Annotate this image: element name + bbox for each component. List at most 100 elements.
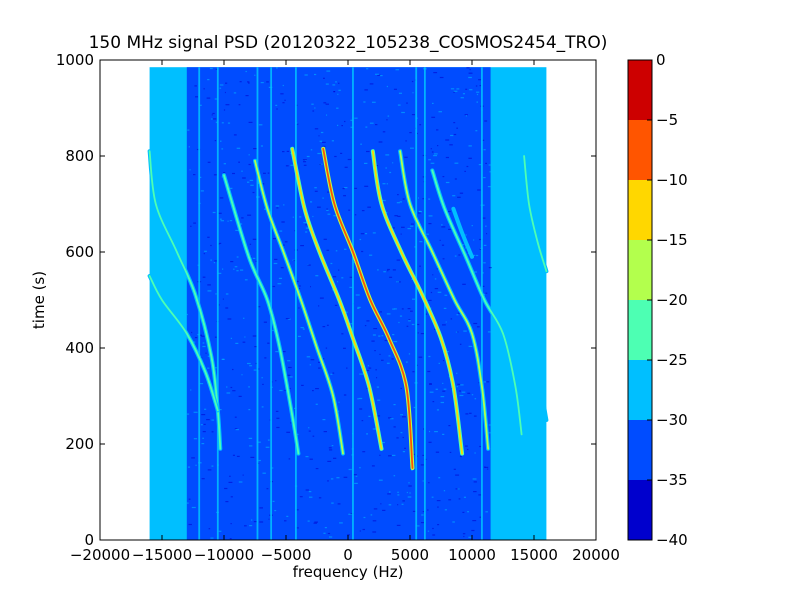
noise-speck — [191, 506, 196, 509]
noise-speck — [354, 482, 358, 484]
noise-speck — [464, 445, 468, 447]
noise-speck — [455, 488, 460, 490]
noise-speck — [257, 441, 261, 443]
noise-speck — [395, 69, 399, 71]
noise-speck — [332, 372, 335, 374]
noise-speck — [435, 451, 440, 453]
noise-speck — [292, 216, 294, 218]
noise-speck — [341, 125, 343, 127]
noise-speck — [207, 367, 210, 369]
noise-speck — [430, 162, 435, 164]
noise-speck — [453, 122, 456, 124]
colorbar-segment — [628, 360, 652, 420]
noise-speck — [455, 331, 458, 333]
noise-speck — [410, 310, 413, 312]
noise-speck — [207, 236, 210, 238]
noise-speck — [203, 88, 205, 90]
noise-speck — [343, 476, 348, 478]
noise-speck — [263, 321, 267, 323]
noise-speck — [211, 465, 214, 467]
noise-speck — [193, 411, 198, 413]
noise-speck — [375, 73, 379, 75]
noise-speck — [438, 362, 440, 364]
noise-speck — [206, 419, 210, 421]
noise-speck — [241, 170, 243, 172]
y-axis: 0 200 400 600 800 1000 — [56, 51, 596, 549]
noise-speck — [377, 399, 381, 401]
noise-speck — [326, 209, 329, 211]
noise-speck — [364, 162, 368, 164]
noise-speck — [487, 468, 489, 470]
noise-speck — [267, 439, 270, 441]
noise-speck — [326, 114, 328, 116]
noise-speck — [483, 177, 486, 179]
noise-speck — [333, 91, 336, 93]
noise-speck — [201, 478, 205, 480]
noise-speck — [275, 380, 277, 382]
noise-speck — [337, 410, 340, 412]
noise-speck — [388, 355, 391, 357]
noise-speck — [479, 445, 483, 448]
noise-speck — [285, 318, 290, 320]
noise-speck — [323, 431, 327, 433]
noise-speck — [223, 163, 226, 165]
noise-speck — [400, 387, 402, 389]
noise-speck — [469, 89, 473, 91]
noise-speck — [325, 83, 329, 85]
noise-speck — [304, 74, 308, 76]
noise-speck — [378, 335, 381, 337]
noise-speck — [419, 241, 423, 243]
noise-speck — [309, 458, 313, 460]
noise-speck — [479, 238, 483, 241]
noise-speck — [362, 451, 366, 453]
noise-speck — [214, 98, 219, 100]
noise-speck — [445, 156, 449, 159]
noise-speck — [282, 84, 284, 87]
noise-speck — [458, 254, 461, 256]
noise-speck — [428, 159, 431, 161]
signal-track — [523, 155, 548, 273]
noise-speck — [306, 356, 311, 358]
noise-speck — [222, 298, 224, 300]
noise-speck — [415, 525, 420, 527]
noise-speck — [467, 448, 469, 451]
noise-speck — [210, 259, 212, 261]
noise-speck — [281, 244, 285, 246]
noise-speck — [238, 395, 242, 397]
noise-speck — [302, 328, 305, 330]
noise-speck — [396, 437, 399, 439]
noise-speck — [386, 183, 388, 185]
colorbar-tick-label: −5 — [656, 111, 678, 129]
noise-speck — [337, 281, 339, 283]
noise-speck — [428, 215, 433, 217]
noise-speck — [213, 118, 217, 120]
noise-speck — [319, 163, 322, 165]
noise-speck — [409, 132, 412, 134]
noise-speck — [386, 362, 390, 364]
noise-speck — [355, 475, 358, 477]
noise-speckle — [186, 67, 493, 540]
noise-speck — [418, 197, 419, 199]
noise-speck — [370, 514, 373, 516]
noise-speck — [353, 262, 355, 264]
noise-speck — [365, 233, 368, 235]
noise-speck — [355, 294, 360, 296]
noise-speck — [454, 255, 457, 257]
noise-speck — [337, 93, 339, 95]
noise-speck — [252, 191, 255, 194]
noise-speck — [483, 244, 487, 246]
noise-speck — [262, 383, 264, 385]
noise-speck — [456, 127, 458, 129]
noise-speck — [437, 506, 439, 508]
noise-speck — [251, 519, 253, 521]
noise-speck — [475, 254, 479, 257]
noise-speck — [435, 388, 438, 390]
colorbar-tick-label: −35 — [656, 471, 688, 489]
noise-speck — [387, 268, 390, 271]
noise-speck — [318, 367, 321, 369]
noise-speck — [453, 90, 458, 92]
noise-speck — [311, 103, 314, 105]
noise-speck — [341, 277, 344, 279]
noise-speck — [349, 286, 353, 288]
noise-speck — [315, 468, 319, 470]
